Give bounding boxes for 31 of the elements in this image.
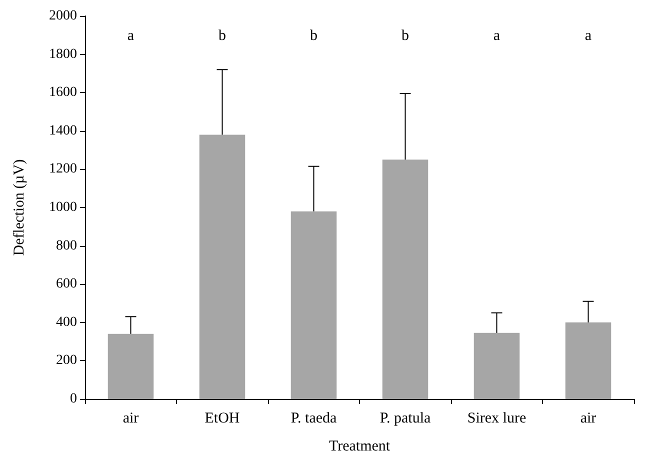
y-tick-label: 800 bbox=[56, 238, 77, 254]
annotation: a bbox=[127, 28, 134, 44]
annotation: a bbox=[493, 28, 500, 44]
y-tick-label: 0 bbox=[70, 392, 77, 406]
y-tick-label: 1000 bbox=[49, 200, 77, 215]
bar bbox=[199, 134, 246, 399]
x-tick-label: EtOH bbox=[204, 410, 240, 426]
y-tick-label: 600 bbox=[56, 276, 77, 292]
y-axis-title: Deflection (µV) bbox=[12, 159, 28, 256]
y-tick-label: 1200 bbox=[49, 162, 77, 177]
y-tick-label: 1600 bbox=[49, 85, 77, 100]
y-tick-label: 1800 bbox=[49, 46, 77, 62]
annotation: b bbox=[402, 28, 409, 44]
x-tick-label: P. taeda bbox=[290, 410, 337, 426]
bar bbox=[290, 211, 337, 399]
annotation: b bbox=[218, 28, 226, 44]
y-tick-label: 1400 bbox=[49, 123, 77, 138]
bar bbox=[108, 334, 154, 399]
y-tick-label: 200 bbox=[56, 353, 77, 368]
annotation: b bbox=[310, 28, 318, 44]
x-tick-label: P. patula bbox=[380, 410, 431, 426]
annotation: a bbox=[584, 28, 592, 44]
bar bbox=[474, 332, 520, 399]
bar bbox=[565, 322, 612, 399]
y-tick-label: 2000 bbox=[49, 8, 77, 24]
x-tick-label: air bbox=[580, 410, 596, 426]
x-axis-title: Treatment bbox=[328, 438, 391, 454]
x-tick-label: Sirex lure bbox=[467, 410, 526, 426]
x-tick-label: air bbox=[122, 410, 139, 426]
y-tick-label: 400 bbox=[56, 314, 77, 330]
bar bbox=[382, 160, 428, 399]
